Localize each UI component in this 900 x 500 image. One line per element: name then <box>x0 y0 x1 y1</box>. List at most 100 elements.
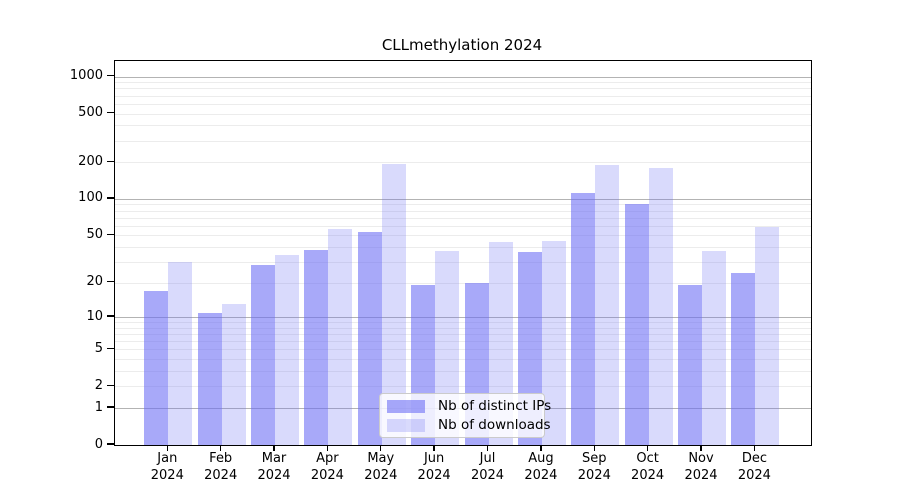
y-tick-label: 5 <box>94 340 103 356</box>
bar-distinct-ips-jan <box>144 290 169 445</box>
minor-gridline <box>115 217 811 219</box>
x-tick-year: 2024 <box>631 467 665 483</box>
y-tick-label: 500 <box>78 105 103 120</box>
plot-area: Nb of distinct IPs Nb of downloads <box>114 60 812 446</box>
x-tick-year: 2024 <box>524 467 558 483</box>
x-tick-mark <box>273 445 275 451</box>
y-tick-mark <box>107 315 114 317</box>
minor-gridline <box>115 225 811 227</box>
y-tick-label: 20 <box>86 274 103 290</box>
bar-downloads-jan <box>168 261 193 445</box>
minor-gridline <box>115 327 811 329</box>
x-tick-label-oct: Oct 2024 <box>620 451 676 484</box>
y-tick-mark <box>107 233 114 235</box>
y-tick-label: 10 <box>86 308 103 324</box>
x-tick-month: Dec <box>741 451 767 466</box>
x-tick-year: 2024 <box>470 467 505 483</box>
legend-row-distinct-ips: Nb of distinct IPs <box>387 398 551 414</box>
minor-gridline <box>115 204 811 206</box>
bar-distinct-ips-apr <box>304 249 329 445</box>
x-tick-year: 2024 <box>150 467 184 483</box>
x-tick-label-may: May 2024 <box>353 451 409 484</box>
minor-gridline <box>115 210 811 212</box>
minor-gridline <box>115 162 811 164</box>
y-tick-label: 2 <box>94 377 103 393</box>
bar-distinct-ips-feb <box>197 312 222 445</box>
minor-gridline <box>115 88 811 90</box>
gridlines-layer <box>115 61 811 445</box>
x-tick-year: 2024 <box>364 467 398 483</box>
x-tick-label-mar: Mar 2024 <box>246 451 302 484</box>
y-tick-mark <box>107 347 114 350</box>
x-tick-month: Nov <box>688 451 714 466</box>
y-tick-mark <box>107 160 114 162</box>
bar-downloads-nov <box>702 251 726 445</box>
bar-distinct-ips-mar <box>251 265 275 445</box>
minor-gridline <box>115 103 811 105</box>
x-tick-mark <box>753 445 756 451</box>
x-tick-label-apr: Apr 2024 <box>299 451 355 484</box>
x-tick-label-aug: Aug 2024 <box>513 451 569 484</box>
x-tick-year: 2024 <box>577 467 611 483</box>
x-tick-year: 2024 <box>204 467 238 483</box>
minor-gridline <box>115 386 811 388</box>
y-tick-label: 0 <box>94 436 103 452</box>
x-tick-label-dec: Dec 2024 <box>726 451 782 484</box>
x-tick-mark <box>380 445 382 451</box>
bar-downloads-aug <box>541 240 566 445</box>
x-tick-mark <box>646 445 649 451</box>
y-tick-label: 1 <box>94 399 103 415</box>
bar-distinct-ips-sep <box>571 192 596 445</box>
x-tick-label-feb: Feb 2024 <box>193 451 249 484</box>
x-tick-month: Feb <box>209 451 233 466</box>
x-tick-month: Jun <box>423 451 445 466</box>
minor-gridline <box>115 371 811 373</box>
x-tick-month: Jul <box>479 451 496 466</box>
minor-gridline <box>115 125 811 127</box>
x-tick-mark <box>433 445 435 451</box>
bars-layer <box>115 61 811 445</box>
bar-downloads-sep <box>595 164 620 445</box>
x-tick-year: 2024 <box>257 467 291 483</box>
minor-gridline <box>115 261 811 263</box>
y-tick-mark <box>107 111 114 114</box>
legend-label-distinct-ips: Nb of distinct IPs <box>438 398 552 414</box>
y-tick-mark <box>107 443 114 445</box>
x-tick-label-jul: Jul 2024 <box>460 451 516 484</box>
x-tick-mark <box>486 445 489 451</box>
minor-gridline <box>115 82 811 84</box>
legend-swatch-distinct-ips <box>387 399 425 413</box>
minor-gridline <box>115 95 811 97</box>
y-tick-label: 100 <box>78 190 103 206</box>
x-tick-month: Apr <box>316 451 339 466</box>
minor-gridline <box>115 113 811 115</box>
y-tick-mark <box>107 406 114 408</box>
legend-label-downloads: Nb of downloads <box>438 417 551 433</box>
x-tick-mark <box>220 445 222 451</box>
y-tick-label: 200 <box>78 153 103 169</box>
y-tick-label: 1000 <box>69 68 103 83</box>
x-tick-label-sep: Sep 2024 <box>566 451 622 484</box>
major-gridline <box>115 76 811 78</box>
minor-gridline <box>115 282 811 284</box>
bar-downloads-mar <box>275 255 299 445</box>
minor-gridline <box>115 140 811 142</box>
bar-distinct-ips-may <box>357 232 382 445</box>
minor-gridline <box>115 322 811 324</box>
x-tick-year: 2024 <box>417 467 451 483</box>
chart-title: CLLmethylation 2024 <box>381 36 543 54</box>
minor-gridline <box>115 341 811 343</box>
bar-distinct-ips-oct <box>624 204 649 445</box>
x-tick-mark <box>326 445 329 451</box>
minor-gridline <box>115 334 811 336</box>
x-tick-mark <box>166 445 168 451</box>
x-tick-month: Aug <box>528 451 554 466</box>
x-tick-mark <box>593 445 595 451</box>
y-tick-mark <box>107 197 114 199</box>
bar-downloads-oct <box>648 167 673 445</box>
x-tick-month: Oct <box>636 451 659 466</box>
y-tick-mark <box>107 280 114 283</box>
x-tick-year: 2024 <box>684 467 718 483</box>
y-tick-mark <box>107 74 114 77</box>
